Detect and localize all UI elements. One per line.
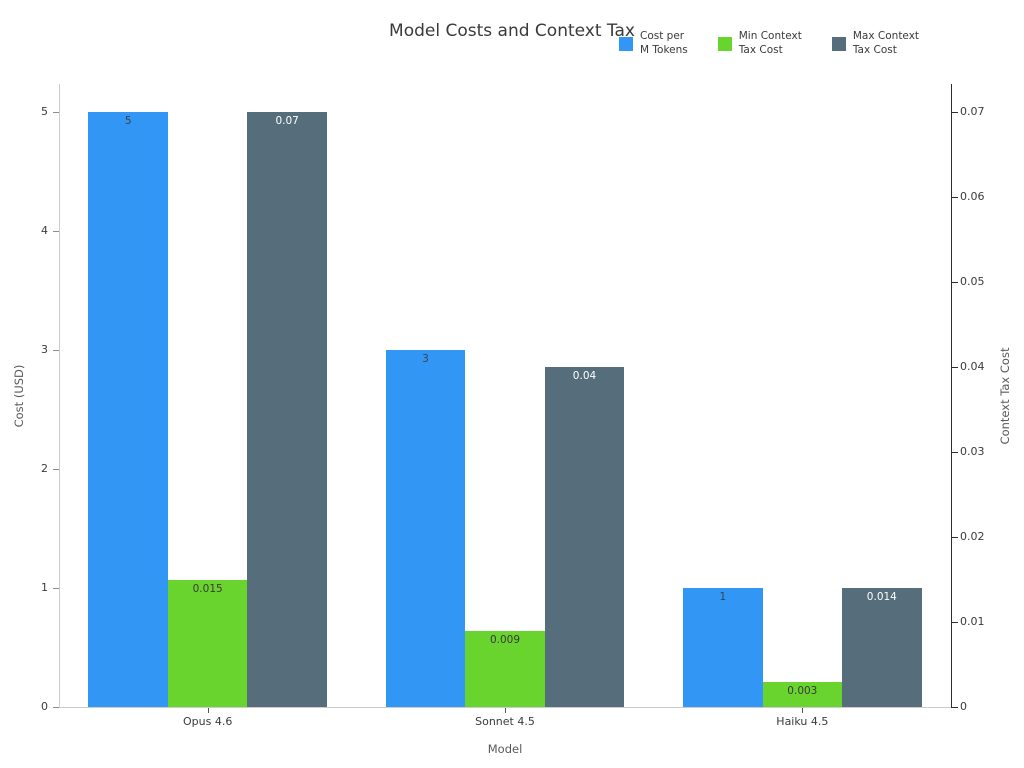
y-tick-right: [952, 197, 958, 199]
bar-value-label: 0.04: [572, 370, 597, 383]
bar-value-label: 0.003: [787, 684, 818, 697]
bar-cost-per-m-tokens-sonnet-4-5: [385, 349, 466, 707]
bar-cost-per-m-tokens-opus-4-6: [88, 111, 168, 707]
legend-item-cost-per-m-tokens: Cost per M Tokens: [619, 30, 688, 57]
y-tick-left: [53, 111, 59, 113]
x-tick-label: Opus 4.6: [182, 715, 233, 728]
y-tick-label-right: 0.07: [960, 105, 985, 119]
bar-value-label: 5: [124, 114, 132, 127]
legend-label: Cost per M Tokens: [640, 30, 688, 56]
y-tick-label-left: 0: [41, 700, 48, 713]
left-axis-spine: [59, 84, 60, 707]
y-tick-label-left: 1: [41, 580, 48, 594]
y-tick-right: [952, 112, 958, 114]
y-tick-label-left: 2: [41, 461, 48, 475]
bar-min-context-tax-cost-sonnet-4-5: [465, 630, 545, 707]
x-axis-label: Model: [487, 742, 523, 756]
bar-max-context-tax-cost-haiku-4-5: [842, 588, 922, 707]
y-tick-label-left: 4: [41, 223, 48, 237]
legend-swatch-max-context-tax-cost: [831, 36, 846, 51]
y-tick-right: [952, 367, 958, 369]
bar-value-label: 1: [719, 590, 727, 603]
y-tick-label-right: 0.06: [960, 190, 985, 204]
y-tick-label-right: 0.05: [960, 275, 985, 289]
bar-value-label: 3: [422, 352, 429, 365]
y-tick-right: [952, 537, 958, 539]
y-tick-right: [952, 622, 958, 624]
bar-value-label: 0.014: [866, 591, 897, 603]
y-tick-label-left: 5: [41, 104, 48, 118]
y-tick-label-right: 0.02: [960, 530, 985, 543]
bottom-axis-spine: [59, 707, 952, 708]
y-tick-left: [53, 230, 59, 232]
bar-max-context-tax-cost-opus-4-6: [247, 112, 327, 707]
legend-item-min-context-tax-cost: Min Context Tax Cost: [717, 30, 802, 57]
y-tick-left: [53, 349, 59, 351]
legend-label: Min Context Tax Cost: [738, 30, 802, 56]
y-tick-label-right: 0.01: [960, 615, 985, 628]
y-tick-label-left: 3: [41, 342, 48, 356]
legend-label: Max Context Tax Cost: [852, 30, 920, 56]
y-tick-right: [952, 452, 958, 454]
legend-swatch-min-context-tax-cost: [717, 36, 732, 51]
bar-value-label: 0.015: [192, 582, 223, 595]
y-tick-right: [952, 707, 958, 709]
left-y-axis-label: Cost (USD): [12, 364, 26, 428]
x-tick: [207, 708, 209, 713]
y-tick-left: [53, 468, 59, 470]
bar-min-context-tax-cost-opus-4-6: [167, 579, 248, 707]
y-tick-right: [952, 282, 958, 284]
y-tick-label-right: 0.03: [960, 445, 985, 459]
y-tick-left: [53, 707, 59, 708]
legend-swatch-cost-per-m-tokens: [619, 36, 633, 51]
x-tick-label: Sonnet 4.5: [475, 715, 535, 728]
bar-value-label: 0.009: [489, 633, 521, 646]
x-tick: [505, 708, 506, 713]
right-axis-spine: [951, 84, 953, 708]
bar-max-context-tax-cost-sonnet-4-5: [544, 367, 625, 707]
chart-title: Model Costs and Context Tax: [389, 21, 635, 41]
bar-min-context-tax-cost-haiku-4-5: [762, 681, 843, 707]
y-tick-label-right: 0: [960, 700, 967, 713]
bar-cost-per-m-tokens-haiku-4-5: [683, 587, 763, 707]
x-tick-label: Haiku 4.5: [776, 715, 829, 728]
legend: Cost per M Tokens Min Context Tax Cost Max C…: [619, 30, 919, 57]
legend-item-max-context-tax-cost: Max Context Tax Cost: [831, 30, 920, 57]
y-tick-left: [53, 587, 59, 589]
bar-value-label: 0.07: [275, 115, 299, 128]
y-tick-label-right: 0.04: [960, 360, 985, 374]
plot-area: 5 0.015 0.07 3 0.009 0.04 1 0.003 0.014: [59, 84, 951, 707]
x-tick: [802, 708, 804, 713]
right-y-axis-label: Context Tax Cost: [998, 347, 1012, 445]
